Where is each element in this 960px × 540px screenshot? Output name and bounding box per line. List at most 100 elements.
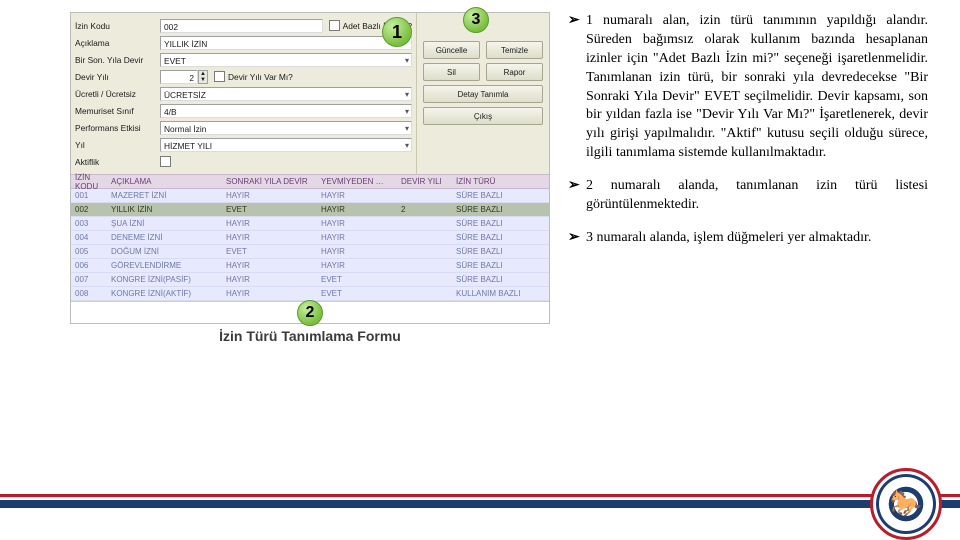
table-cell: 001: [71, 191, 111, 200]
table-cell: EVET: [321, 289, 401, 298]
table-cell: 007: [71, 275, 111, 284]
dropdown-field[interactable]: 4/B: [160, 104, 412, 118]
table-cell: ŞUA İZNİ: [111, 219, 226, 228]
table-cell: 006: [71, 261, 111, 270]
table-cell: EVET: [226, 247, 321, 256]
note-text: 2 numaralı alanda, tanımlanan izin türü …: [586, 177, 928, 215]
window-top: 1 İzin Kodu002Adet Bazlı İzin Mi?Açıklam…: [71, 13, 549, 174]
col-head-code: İZİN KODU: [71, 173, 111, 191]
table-cell: 002: [71, 205, 111, 214]
col-head-carry: SONRAKİ YILA DEVİR: [226, 177, 321, 186]
footer-bar-blue: [0, 500, 960, 508]
checkbox-label: Devir Yılı Var Mı?: [228, 72, 293, 82]
table-row[interactable]: 001MAZERET İZNİHAYIRHAYIRSÜRE BAZLI: [71, 189, 549, 203]
text-field[interactable]: 2: [160, 70, 198, 84]
table-cell: EVET: [321, 275, 401, 284]
bullet-icon: ➢: [568, 229, 586, 248]
region-badge-2: 2: [297, 300, 323, 326]
table-row[interactable]: 008KONGRE İZNİ(AKTİF)HAYIREVETKULLANIM B…: [71, 287, 549, 301]
form-label: Açıklama: [75, 38, 160, 48]
detail-button[interactable]: Detay Tanımla: [423, 85, 543, 103]
text-field[interactable]: YILLIK İZİN: [160, 36, 412, 50]
table-cell: 005: [71, 247, 111, 256]
form-row: AçıklamaYILLIK İZİN: [75, 34, 412, 51]
table-row[interactable]: 002YILLIK İZİNEVETHAYIR2SÜRE BAZLI: [71, 203, 549, 217]
delete-button[interactable]: Sil: [423, 63, 480, 81]
stepper[interactable]: ▲▼: [198, 70, 208, 84]
table-cell: HAYIR: [226, 233, 321, 242]
table-row[interactable]: 007KONGRE İZNİ(PASİF)HAYIREVETSÜRE BAZLI: [71, 273, 549, 287]
table-row[interactable]: 006GÖREVLENDİRMEHAYIRHAYIRSÜRE BAZLI: [71, 259, 549, 273]
table-cell: SÜRE BAZLI: [456, 191, 549, 200]
exit-button[interactable]: Çıkış: [423, 107, 543, 125]
note-item: ➢2 numaralı alanda, tanımlanan izin türü…: [568, 177, 928, 215]
dropdown-field[interactable]: ÜCRETSİZ: [160, 87, 412, 101]
col-head-yevmiye: YEVMİYEDEN …: [321, 177, 401, 186]
form-row: Memuriset Sınıf4/B: [75, 102, 412, 119]
note-text: 1 numaralı alan, izin türü tanımının yap…: [586, 12, 928, 163]
form-row: Devir Yılı2▲▼ Devir Yılı Var Mı?: [75, 68, 412, 85]
update-button[interactable]: Güncelle: [423, 41, 480, 59]
table-row[interactable]: 005DOĞUM İZNİEVETHAYIRSÜRE BAZLI: [71, 245, 549, 259]
table-cell: 004: [71, 233, 111, 242]
table-cell: MAZERET İZNİ: [111, 191, 226, 200]
university-logo: 🐎: [870, 468, 942, 540]
form-label: Memuriset Sınıf: [75, 106, 160, 116]
table-cell: HAYIR: [226, 219, 321, 228]
form-label: Ücretli / Ücretsiz: [75, 89, 160, 99]
checkbox[interactable]: [329, 20, 340, 31]
form-row: Performans EtkisiNormal İzin: [75, 119, 412, 136]
form-panel: 1 İzin Kodu002Adet Bazlı İzin Mi?Açıklam…: [71, 13, 417, 174]
table-cell: SÜRE BAZLI: [456, 205, 549, 214]
app-window: 1 İzin Kodu002Adet Bazlı İzin Mi?Açıklam…: [70, 12, 550, 324]
table-cell: HAYIR: [321, 205, 401, 214]
table-cell: DOĞUM İZNİ: [111, 247, 226, 256]
slide-footer: 🐎: [0, 494, 960, 540]
checkbox[interactable]: [160, 156, 171, 167]
region-badge-1: 1: [382, 17, 412, 47]
form-row: Aktiflik: [75, 153, 412, 170]
checkbox-group: Devir Yılı Var Mı?: [214, 71, 293, 82]
table-cell: KULLANIM BAZLI: [456, 289, 549, 298]
note-item: ➢1 numaralı alan, izin türü tanımının ya…: [568, 12, 928, 163]
logo-icon: 🐎: [884, 482, 928, 526]
table-cell: HAYIR: [226, 191, 321, 200]
dropdown-field[interactable]: EVET: [160, 53, 412, 67]
screenshot-region: 1 İzin Kodu002Adet Bazlı İzin Mi?Açıklam…: [70, 12, 550, 346]
table-row[interactable]: 003ŞUA İZNİHAYIRHAYIRSÜRE BAZLI: [71, 217, 549, 231]
table-cell: KONGRE İZNİ(PASİF): [111, 275, 226, 284]
text-field[interactable]: 002: [160, 19, 323, 33]
col-head-year: DEVİR YILI: [401, 177, 456, 186]
table-cell: HAYIR: [321, 219, 401, 228]
form-label: Yıl: [75, 140, 160, 150]
table-row[interactable]: 004DENEME İZNİHAYIRHAYIRSÜRE BAZLI: [71, 231, 549, 245]
table-cell: HAYIR: [321, 233, 401, 242]
form-label: Devir Yılı: [75, 72, 160, 82]
table-cell: YILLIK İZİN: [111, 205, 226, 214]
table-cell: HAYIR: [321, 247, 401, 256]
form-row: Ücretli / ÜcretsizÜCRETSİZ: [75, 85, 412, 102]
form-label: İzin Kodu: [75, 21, 160, 31]
notes-column: ➢1 numaralı alan, izin türü tanımının ya…: [568, 12, 928, 346]
table-cell: HAYIR: [226, 289, 321, 298]
report-button[interactable]: Rapor: [486, 63, 543, 81]
checkbox[interactable]: [214, 71, 225, 82]
dropdown-field[interactable]: Normal İzin: [160, 121, 412, 135]
form-title: İzin Türü Tanımlama Formu: [219, 328, 401, 344]
table-cell: HAYIR: [226, 261, 321, 270]
table-cell: SÜRE BAZLI: [456, 261, 549, 270]
table-cell: GÖREVLENDİRME: [111, 261, 226, 270]
col-head-desc: AÇIKLAMA: [111, 177, 226, 186]
dropdown-field[interactable]: HİZMET YILI: [160, 138, 412, 152]
form-label: Performans Etkisi: [75, 123, 160, 133]
form-row: Bir Son. Yıla DevirEVET: [75, 51, 412, 68]
table-cell: EVET: [226, 205, 321, 214]
table-cell: 003: [71, 219, 111, 228]
clear-button[interactable]: Temizle: [486, 41, 543, 59]
table-cell: 008: [71, 289, 111, 298]
list-header: İZİN KODU AÇIKLAMA SONRAKİ YILA DEVİR YE…: [71, 174, 549, 189]
button-grid: Güncelle Temizle Sil Rapor Detay Tanımla…: [423, 41, 543, 125]
region-badge-3: 3: [463, 7, 489, 33]
bullet-icon: ➢: [568, 177, 586, 215]
table-cell: HAYIR: [321, 191, 401, 200]
